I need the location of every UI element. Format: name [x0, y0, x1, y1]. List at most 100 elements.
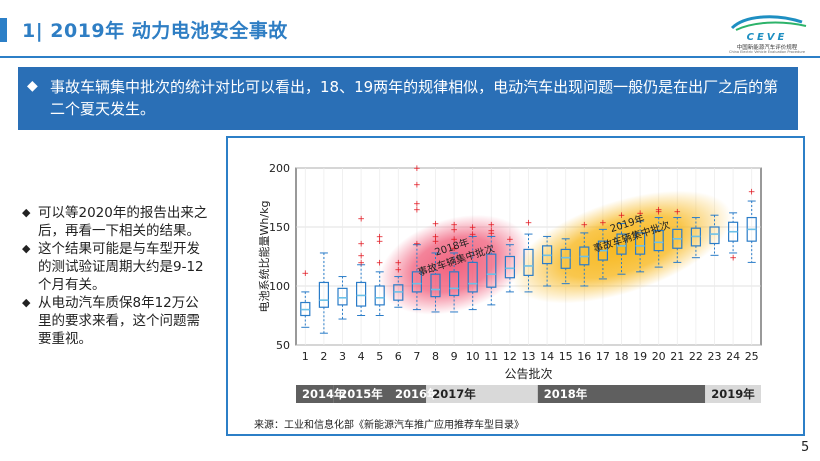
- x-tick-label: 14: [540, 350, 554, 363]
- year-band-label: 2017年: [432, 387, 476, 401]
- key-points-list: ◆ 可以等2020年的报告出来之后，再看一下相关的结果。 ◆ 这个结果可能是与车…: [20, 204, 210, 348]
- outlier-point: +: [450, 221, 458, 231]
- outlier-point: +: [357, 251, 365, 261]
- diamond-bullet-icon: ◆: [27, 78, 38, 94]
- box: [504, 255, 515, 279]
- box: [411, 271, 422, 293]
- outlier-point: +: [450, 235, 458, 245]
- x-tick-label: 5: [376, 350, 383, 363]
- outlier-point: +: [674, 208, 682, 218]
- outlier-point: +: [450, 244, 458, 254]
- year-band-label: 2018年: [544, 387, 588, 401]
- box: [560, 248, 571, 269]
- outlier-point: +: [357, 240, 365, 250]
- outlier-point: +: [413, 164, 421, 174]
- x-tick-label: 20: [652, 350, 666, 363]
- outlier-point: +: [376, 232, 384, 242]
- diamond-bullet-icon: ◆: [22, 242, 31, 255]
- outlier-point: +: [376, 237, 384, 247]
- outlier-point: +: [488, 227, 496, 237]
- year-band: [296, 385, 334, 403]
- box: [635, 232, 646, 255]
- x-axis-label: 公告批次: [504, 366, 552, 381]
- outlier-point: +: [395, 265, 403, 275]
- box: [709, 226, 720, 245]
- x-tick-label: 6: [395, 350, 402, 363]
- outlier-point: +: [413, 199, 421, 209]
- box: [449, 271, 460, 297]
- outlier-point: +: [599, 218, 607, 228]
- x-tick-label: 1: [302, 350, 309, 363]
- box: [337, 287, 348, 306]
- box: [430, 273, 441, 298]
- year-band-label: 2016年: [395, 387, 439, 401]
- year-band-label: 2015年: [339, 387, 383, 401]
- year-band: [426, 385, 538, 403]
- list-item-text: 可以等2020年的报告出来之后，再看一下相关的结果。: [38, 205, 208, 239]
- x-tick-label: 2: [320, 350, 327, 363]
- x-tick-label: 11: [484, 350, 498, 363]
- highlight-region: [378, 214, 530, 315]
- box: [374, 285, 385, 306]
- year-band: [705, 385, 761, 403]
- outlier-point: +: [413, 205, 421, 215]
- x-tick-label: 9: [451, 350, 458, 363]
- outlier-point: +: [618, 211, 626, 221]
- box: [653, 229, 664, 252]
- outlier-point: +: [655, 208, 663, 218]
- outlier-point: +: [748, 188, 756, 198]
- x-tick-label: 21: [670, 350, 684, 363]
- box: [467, 261, 478, 293]
- outlier-point: +: [413, 181, 421, 191]
- logo-subtitle-en: China Electric Vehicle Evaluation Proced…: [729, 50, 805, 54]
- x-tick-label: 8: [432, 350, 439, 363]
- outlier-point: +: [729, 254, 737, 264]
- chart-source: 来源：工业和信息化部《新能源汽车推广应用推荐车型目录》: [254, 418, 524, 431]
- list-item: ◆ 从电动汽车质保8年12万公里的要求来看，这个问题需要重视。: [20, 294, 210, 348]
- highlight-ellipse: [378, 214, 530, 315]
- x-tick-label: 3: [339, 350, 346, 363]
- page-number: 5: [801, 440, 810, 455]
- x-tick-label: 13: [522, 350, 536, 363]
- x-tick-label: 19: [633, 350, 647, 363]
- x-tick-label: 17: [596, 350, 610, 363]
- title-accent-bar: [0, 18, 7, 42]
- x-tick-label: 10: [466, 350, 480, 363]
- car-silhouette-icon: [730, 15, 807, 31]
- x-tick-label: 24: [726, 350, 740, 363]
- x-tick-label: 22: [689, 350, 703, 363]
- highlight-region: [511, 190, 732, 304]
- outlier-point: +: [469, 223, 477, 233]
- box: [523, 248, 534, 276]
- year-band: [333, 385, 389, 403]
- y-tick-label: 100: [269, 280, 290, 293]
- box: [356, 281, 367, 307]
- x-tick-label: 15: [559, 350, 573, 363]
- list-item-text: 从电动汽车质保8年12万公里的要求来看，这个问题需要重视。: [38, 295, 200, 347]
- outlier-point: +: [655, 205, 663, 215]
- outlier-point: +: [302, 269, 310, 279]
- outlier-point: +: [357, 258, 365, 268]
- outlier-point: +: [525, 218, 533, 228]
- callout-box: ◆ 事故车辆集中批次的统计对比可以看出，18、19两年的规律相似，电动汽车出现问…: [18, 67, 798, 130]
- outlier-point: +: [432, 237, 440, 247]
- callout-text: 事故车辆集中批次的统计对比可以看出，18、19两年的规律相似，电动汽车出现问题一…: [50, 78, 779, 118]
- year-band: [537, 385, 706, 403]
- x-tick-label: 4: [358, 350, 365, 363]
- outlier-point: +: [581, 221, 589, 231]
- diamond-bullet-icon: ◆: [22, 296, 31, 309]
- diamond-bullet-icon: ◆: [22, 206, 31, 219]
- year-band-label: 2014年: [302, 387, 346, 401]
- x-tick-label: 18: [615, 350, 629, 363]
- slide-title: 1| 2019年 动力电池安全事故: [22, 20, 288, 42]
- outlier-point: +: [376, 258, 384, 268]
- list-item-text: 这个结果可能是与车型开发的测试验证周期大约是9-12个月有关。: [38, 241, 204, 293]
- outlier-point: +: [432, 232, 440, 242]
- box: [318, 281, 330, 308]
- x-tick-label: 23: [708, 350, 722, 363]
- ceve-logo: CEVE 中国新能源汽车评价规程 China Electric Vehicle …: [724, 10, 810, 54]
- list-item: ◆ 可以等2020年的报告出来之后，再看一下相关的结果。: [20, 204, 210, 240]
- y-axis-label: 电池系统比能量Wh/kg: [257, 201, 271, 313]
- year-band-label: 2019年: [711, 387, 755, 401]
- x-tick-label: 12: [503, 350, 517, 363]
